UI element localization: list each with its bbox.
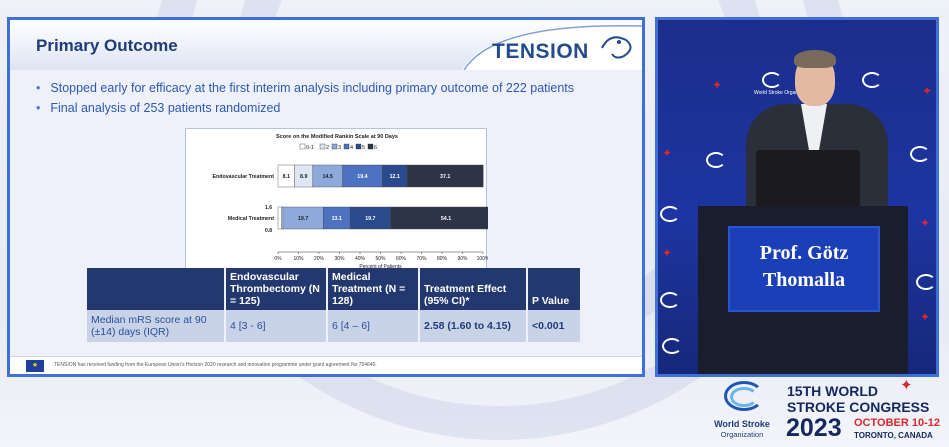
bullet-item: Stopped early for efficacy at the first … (36, 81, 574, 95)
chart-data-label: 19.7 (298, 216, 308, 222)
x-tick-label: 50% (375, 256, 386, 262)
x-tick-label: 10% (293, 256, 304, 262)
outcome-table: Endovascular Thrombectomy (N = 125) Medi… (87, 268, 582, 342)
world-stroke-organization-logo-icon (714, 381, 774, 417)
chart-bar-segment (281, 206, 284, 230)
wso-wall-logo-icon (902, 146, 936, 176)
bullet-list: Stopped early for efficacy at the first … (36, 81, 574, 121)
tension-logo: TENSION (452, 20, 642, 71)
legend-label: 3 (338, 145, 341, 151)
chart-bar-segment (277, 206, 282, 230)
table-cell-pvalue: <0.001 (527, 310, 582, 342)
legend-label: 2 (326, 145, 329, 151)
speaker-camera-feed: World Stroke Organization ✦ ✦ ✦ ✦ ✦ ✦ Pr… (655, 17, 939, 377)
legend-swatch (343, 143, 350, 150)
x-tick-label: 40% (355, 256, 366, 262)
table-header-empty (87, 268, 226, 310)
chart-data-label: 37.1 (440, 174, 450, 180)
legend-label: 6 (374, 145, 377, 151)
wso-wall-logo-icon (658, 338, 692, 368)
congress-title-line2: STROKE CONGRESS (787, 399, 930, 415)
mrs-stacked-bar-chart: Score on the Modified Rankin Scale at 90… (185, 128, 488, 270)
table-cell-endovascular: 4 [3 - 6] (225, 310, 328, 342)
org-subtitle: Organization (720, 430, 764, 439)
maple-leaf-icon: ✦ (712, 78, 723, 92)
x-axis-label: Percent of Patients (359, 264, 402, 270)
wso-wall-logo-icon (698, 152, 736, 182)
table-cell-label: Median mRS score at 90 (±14) days (IQR) (87, 310, 226, 342)
bullet-item: Final analysis of 253 patients randomize… (36, 101, 574, 115)
congress-title-line1: 15TH WORLD (787, 383, 878, 399)
maple-leaf-icon: ✦ (662, 146, 673, 160)
x-tick-label: 60% (396, 256, 407, 262)
table-header-pvalue: P Value (527, 268, 582, 310)
table-header-medical: Medical Treatment (N = 128) (327, 268, 420, 310)
org-name: World Stroke (714, 419, 770, 429)
slide-footer: ★ TENSION has received funding from the … (10, 356, 642, 374)
slide-header: Primary Outcome TENSION (10, 20, 642, 71)
chart-small-label: 1.6 (265, 205, 272, 211)
maple-leaf-icon: ✦ (900, 377, 913, 394)
wso-wall-logo-icon (658, 292, 690, 322)
chart-bar-segment (390, 206, 488, 230)
chart-data-label: 8.9 (300, 174, 307, 180)
legend-swatch (299, 143, 306, 150)
tension-logo-swoosh-icon (462, 23, 642, 71)
chart-data-label: 12.1 (390, 174, 400, 180)
slide-title: Primary Outcome (36, 36, 178, 55)
chart-data-label: 54.1 (441, 216, 451, 222)
chart-data-label: 13.1 (332, 216, 342, 222)
chart-data-label: 19.7 (365, 216, 375, 222)
legend-swatch (367, 143, 374, 150)
speaker-hair (794, 50, 836, 68)
chart-bar-segment (406, 164, 484, 188)
chart-title: Score on the Modified Rankin Scale at 90… (276, 134, 398, 140)
laptop (756, 150, 860, 208)
x-tick-label: 90% (457, 256, 468, 262)
x-tick-label: 80% (437, 256, 448, 262)
table-header-endovascular: Endovascular Thrombectomy (N = 125) (225, 268, 328, 310)
x-tick-label: 0% (274, 256, 282, 262)
table-header-effect: Treatment Effect (95% CI)* (419, 268, 528, 310)
chart-data-label: 8.1 (283, 174, 290, 180)
maple-leaf-icon: ✦ (922, 84, 933, 98)
x-tick-label: 20% (314, 256, 325, 262)
podium-name-panel: Prof. Götz Thomalla (728, 226, 880, 312)
chart-row-label: Medical Treatment (228, 216, 274, 222)
chart-small-label: 0.8 (265, 228, 272, 234)
table-cell-effect: 2.58 (1.60 to 4.15) (419, 310, 528, 342)
eu-flag-icon: ★ (26, 360, 44, 372)
x-tick-label: 30% (334, 256, 345, 262)
legend-swatch (319, 143, 326, 150)
table-row: Median mRS score at 90 (±14) days (IQR) … (87, 310, 582, 342)
wso-wall-logo-icon (854, 72, 892, 102)
maple-leaf-icon: ✦ (920, 310, 931, 324)
legend-label: 4 (350, 145, 353, 151)
presentation-slide: Primary Outcome TENSION Stopped early fo… (7, 17, 645, 377)
funding-text: TENSION has received funding from the Eu… (54, 362, 377, 368)
wso-wall-logo-icon (658, 206, 690, 236)
wso-wall-logo-icon (908, 274, 936, 304)
table-header-row: Endovascular Thrombectomy (N = 125) Medi… (87, 268, 582, 310)
x-tick-label: 100% (477, 256, 488, 262)
chart-data-label: 14.5 (323, 174, 333, 180)
table-cell-medical: 6 [4 – 6] (327, 310, 420, 342)
chart-svg: Score on the Modified Rankin Scale at 90… (212, 134, 488, 270)
maple-leaf-icon: ✦ (920, 216, 931, 230)
legend-label: 5 (362, 145, 365, 151)
legend-swatch (331, 143, 338, 150)
congress-city: TORONTO, CANADA (854, 431, 933, 440)
wall-logo-label: World Stroke Organization (754, 90, 813, 96)
speaker-name: Prof. Götz Thomalla (759, 242, 849, 291)
legend-label: 0-1 (306, 145, 314, 151)
chart-row-label: Endovascular Treatment (212, 174, 274, 180)
tension-logo-text: TENSION (492, 40, 589, 63)
congress-year: 2023 (786, 414, 842, 442)
legend-swatch (355, 143, 362, 150)
x-tick-label: 70% (416, 256, 427, 262)
wso-wall-logo-icon: World Stroke Organization (754, 72, 813, 102)
congress-dates: OCTOBER 10-12 (854, 417, 940, 429)
maple-leaf-icon: ✦ (662, 246, 673, 260)
chart-data-label: 19.4 (357, 174, 367, 180)
